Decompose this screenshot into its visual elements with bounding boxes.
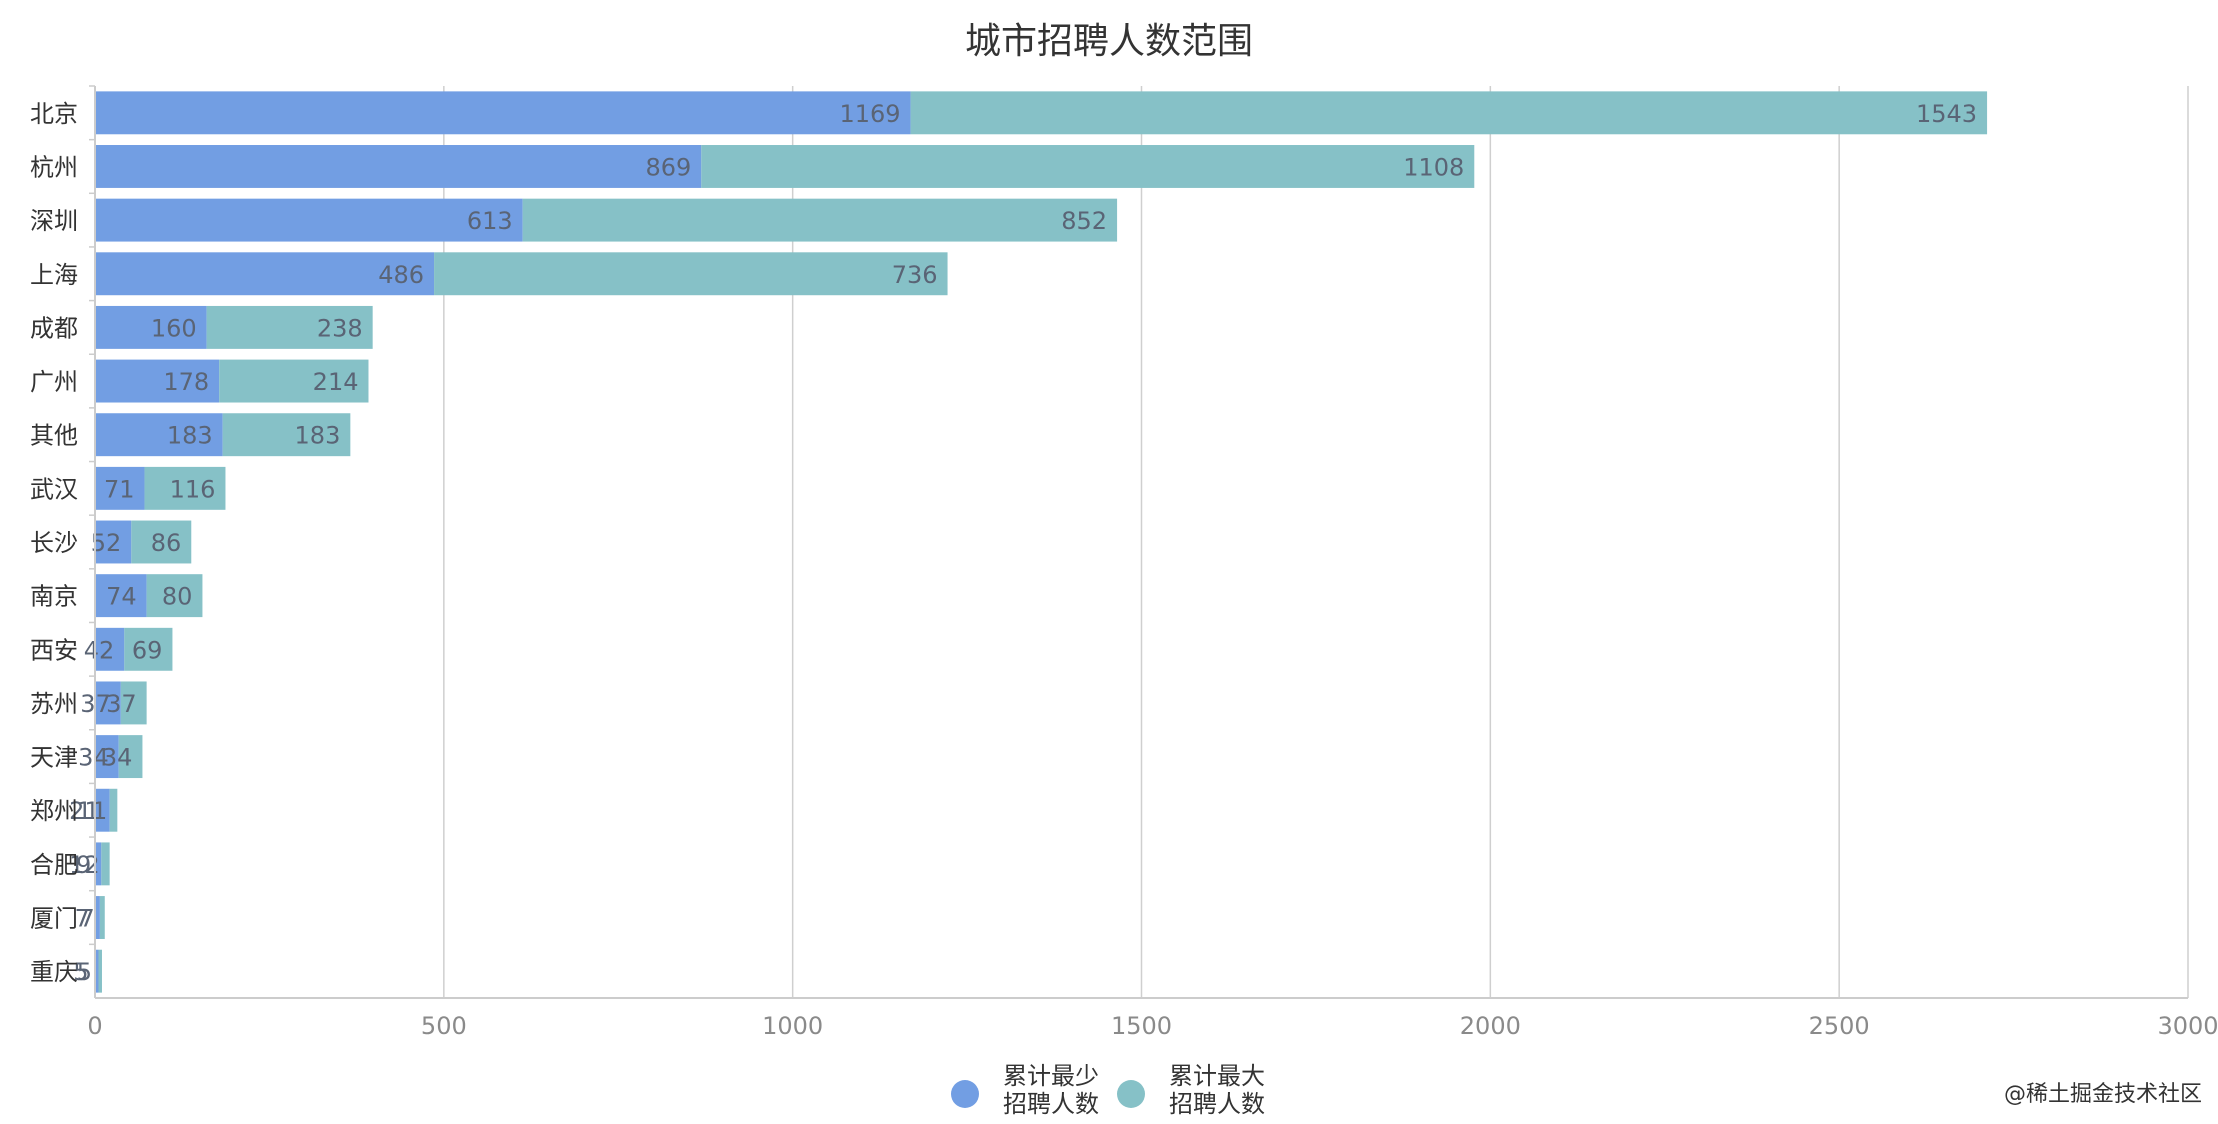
bar-segment-max[interactable] — [131, 520, 192, 564]
bar-segment-max[interactable] — [99, 896, 105, 939]
bar-segment-max[interactable] — [146, 574, 203, 618]
category-label: 厦门 — [30, 905, 78, 933]
bar-value-label: 74 — [106, 583, 137, 611]
category-label: 郑州 — [30, 797, 78, 825]
bar-segment-min[interactable] — [95, 788, 110, 832]
bar-segment-min[interactable] — [95, 198, 523, 242]
x-tick-label: 2500 — [1809, 1012, 1870, 1040]
bar-segment-min[interactable] — [95, 252, 435, 296]
bar-segment-max[interactable] — [120, 681, 147, 725]
bar-segment-min[interactable] — [95, 145, 702, 188]
category-label: 其他 — [30, 422, 78, 450]
bar-value-label: 869 — [645, 153, 691, 181]
bar-segment-max[interactable] — [219, 359, 369, 403]
x-tick-label: 1500 — [1111, 1012, 1172, 1040]
bar-value-label: 37 — [106, 690, 137, 718]
bar-segment-max[interactable] — [701, 145, 1475, 188]
x-tick-label: 3000 — [2157, 1012, 2218, 1040]
bar-value-label: 852 — [1061, 207, 1107, 235]
bar-value-label: 116 — [170, 475, 216, 503]
bar-segment-min[interactable] — [95, 627, 125, 671]
legend[interactable]: 累计最少招聘人数 累计最大招聘人数 — [951, 1062, 1265, 1118]
legend-swatch[interactable] — [951, 1080, 979, 1108]
bar-value-label: 69 — [132, 636, 163, 664]
bar-segment-min[interactable] — [95, 949, 99, 993]
bar-value-label: 80 — [162, 583, 193, 611]
category-label: 苏州 — [30, 690, 78, 718]
bar-segment-max[interactable] — [222, 413, 351, 457]
bar-value-label: 7 — [79, 905, 94, 933]
bar-segment-min[interactable] — [95, 466, 145, 510]
bar-segment-max[interactable] — [101, 842, 110, 886]
category-label: 杭州 — [30, 153, 78, 181]
bar-segment-min[interactable] — [95, 681, 121, 725]
bar-value-label: 34 — [78, 744, 109, 772]
bar-value-label: 9 — [76, 851, 91, 879]
bar-segment-min[interactable] — [95, 413, 223, 457]
bar-value-label: 71 — [104, 475, 135, 503]
x-tick-label: 0 — [87, 1012, 102, 1040]
bar-segment-max[interactable] — [124, 627, 173, 671]
category-label: 武汉 — [30, 475, 78, 503]
x-tick-label: 1000 — [762, 1012, 823, 1040]
bar-segment-max[interactable] — [434, 252, 948, 296]
category-label: 重庆 — [30, 958, 78, 986]
bar-segment-min[interactable] — [95, 359, 220, 403]
bar-segment-max[interactable] — [206, 305, 373, 349]
bar-value-label: 7 — [75, 905, 90, 933]
category-label: 长沙 — [30, 529, 78, 557]
category-label: 西安 — [30, 636, 78, 664]
x-tick-label: 2000 — [1460, 1012, 1521, 1040]
bar-segment-min[interactable] — [95, 735, 119, 779]
bar-segment-min[interactable] — [95, 842, 102, 886]
chart-title: 城市招聘人数范围 — [964, 21, 1253, 62]
axes: 0 500 1000 1500 2000 2500 3000 北京杭州深圳上海成都广州其他武汉… — [30, 85, 2218, 1040]
bar-segment-min[interactable] — [95, 574, 147, 618]
category-label: 天津 — [30, 744, 78, 772]
bar-value-label: 42 — [84, 636, 115, 664]
category-label: 北京 — [30, 100, 78, 128]
bar-segment-max[interactable] — [522, 198, 1118, 242]
bar-segment-max[interactable] — [118, 735, 143, 779]
category-label: 南京 — [30, 583, 78, 611]
bar-value-label: 238 — [317, 314, 363, 342]
bar-value-label: 736 — [892, 261, 938, 289]
watermark: @稀土掘金技术社区 — [2003, 1082, 2202, 1107]
bar-value-label: 486 — [378, 261, 424, 289]
bars — [95, 91, 1988, 993]
bar-segment-max[interactable] — [98, 949, 102, 993]
bar-value-label: 86 — [151, 529, 182, 557]
category-label: 合肥 — [30, 851, 78, 879]
bar-segment-max[interactable] — [109, 788, 118, 832]
bar-segment-min[interactable] — [95, 91, 911, 135]
bar-segment-max[interactable] — [910, 91, 1988, 135]
bar-value-label: 5 — [73, 958, 88, 986]
legend-swatch[interactable] — [1117, 1080, 1145, 1108]
bar-segment-max[interactable] — [144, 466, 226, 510]
bar-value-label: 11 — [77, 797, 108, 825]
bar-value-label: 613 — [467, 207, 513, 235]
bar-value-label: 34 — [102, 744, 133, 772]
bar-segment-min[interactable] — [95, 896, 100, 939]
bar-segment-min[interactable] — [95, 520, 132, 564]
bar-segment-min[interactable] — [95, 305, 207, 349]
bar-value-label: 1543 — [1916, 100, 1977, 128]
category-label: 上海 — [30, 261, 78, 289]
category-label: 深圳 — [30, 207, 78, 235]
bar-value-label: 214 — [313, 368, 359, 396]
category-label: 广州 — [30, 368, 78, 396]
bar-value-label: 183 — [295, 422, 341, 450]
bar-value-label: 1108 — [1403, 153, 1464, 181]
bar-value-label: 183 — [167, 422, 213, 450]
legend-label[interactable]: 累计最少招聘人数 — [1003, 1062, 1099, 1118]
x-tick-label: 500 — [421, 1012, 467, 1040]
category-label: 成都 — [30, 314, 78, 342]
bar-value-label: 160 — [151, 314, 197, 342]
bar-value-label: 1169 — [839, 100, 900, 128]
bar-value-label: 5 — [77, 958, 92, 986]
legend-label[interactable]: 累计最大招聘人数 — [1169, 1062, 1265, 1118]
bar-value-label: 178 — [163, 368, 209, 396]
